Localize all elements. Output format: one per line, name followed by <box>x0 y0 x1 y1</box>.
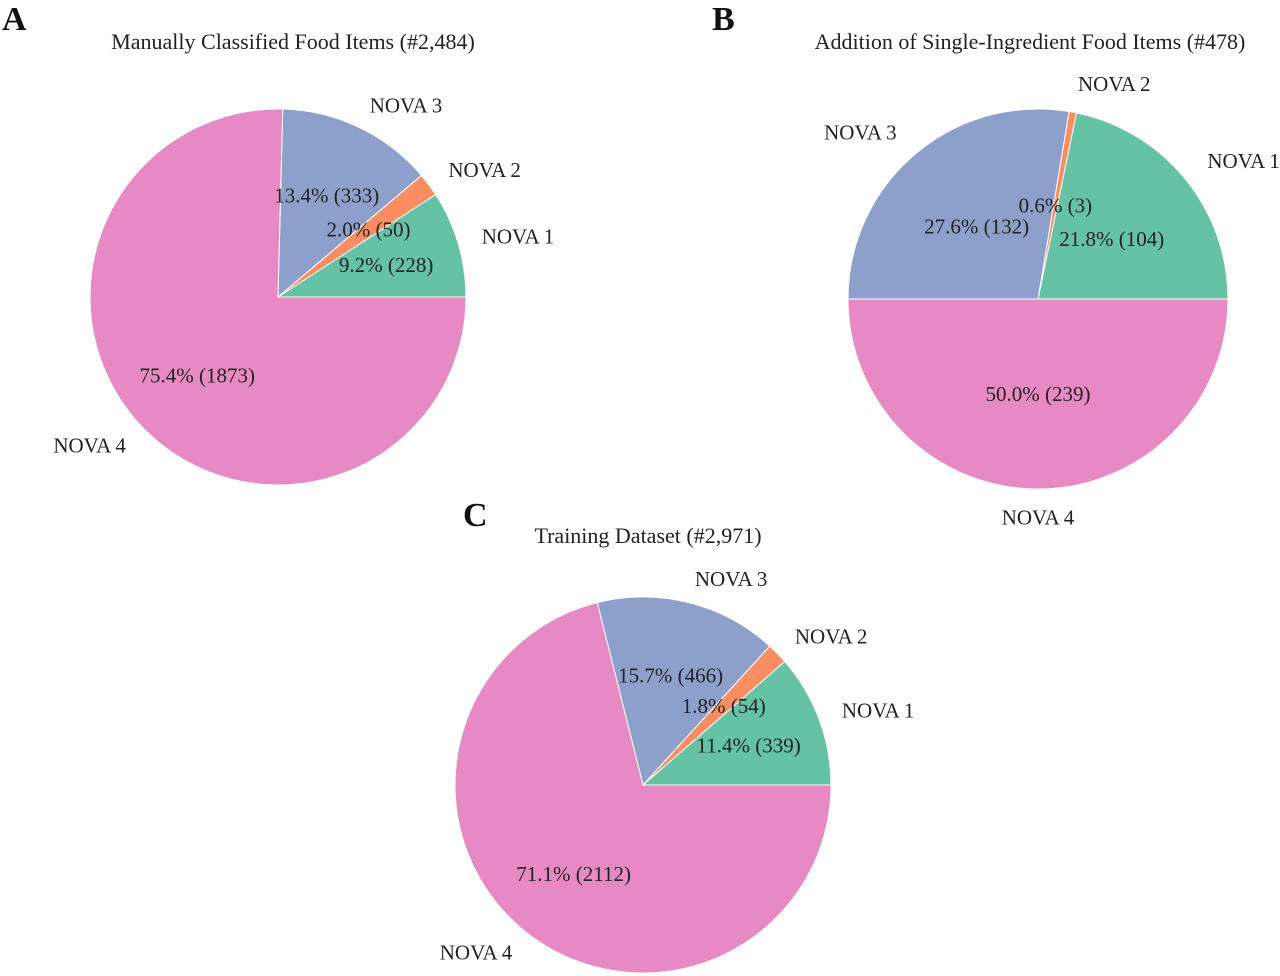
chart-title: Training Dataset (#2,971) <box>534 523 761 548</box>
pie-slice-nova-3 <box>277 108 423 299</box>
slice-category-label: NOVA 3 <box>695 567 768 591</box>
pie-slice-nova-4 <box>89 108 467 486</box>
chart-title: Addition of Single-Ingredient Food Items… <box>815 29 1246 54</box>
slice-category-label: NOVA 2 <box>1078 72 1151 96</box>
slice-category-label: NOVA 4 <box>440 941 513 965</box>
slice-category-label: NOVA 1 <box>842 699 915 723</box>
slice-value-label: 21.8% (104) <box>1059 227 1164 251</box>
slice-category-label: NOVA 1 <box>482 225 555 249</box>
pie-slice-nova-4 <box>847 298 1229 490</box>
slice-category-label: NOVA 2 <box>448 158 521 182</box>
pie-slice-nova-3 <box>847 108 1070 300</box>
pie-slice-nova-3 <box>596 596 771 787</box>
chart-title: Manually Classified Food Items (#2,484) <box>111 29 475 54</box>
panel-letter: A <box>2 1 27 38</box>
slice-value-label: 75.4% (1873) <box>139 364 254 388</box>
slice-value-label: 13.4% (333) <box>274 183 379 207</box>
pie-slice-nova-1 <box>276 193 467 298</box>
slice-value-label: 71.1% (2112) <box>516 862 631 886</box>
slice-value-label: 0.6% (3) <box>1019 194 1092 218</box>
slice-category-label: NOVA 2 <box>795 625 868 649</box>
slice-value-label: 9.2% (228) <box>339 253 433 277</box>
slice-value-label: 1.8% (54) <box>682 694 766 718</box>
slice-category-label: NOVA 4 <box>53 433 126 457</box>
panel-letter: B <box>712 1 735 38</box>
pie-slice-nova-4 <box>454 602 832 974</box>
panel-letter: C <box>463 497 488 534</box>
slice-value-label: 15.7% (466) <box>618 664 723 688</box>
slice-value-label: 2.0% (50) <box>327 218 411 242</box>
slice-value-label: 11.4% (339) <box>696 733 800 757</box>
slice-category-label: NOVA 1 <box>1207 149 1280 173</box>
pie-panel-a: A Manually Classified Food Items (#2,484)… <box>2 1 555 486</box>
slice-value-label: 50.0% (239) <box>986 382 1091 406</box>
pie-slice-nova-1 <box>1037 112 1229 300</box>
slice-value-label: 27.6% (132) <box>924 215 1029 239</box>
slice-category-label: NOVA 3 <box>824 120 897 144</box>
slice-category-label: NOVA 4 <box>1002 506 1075 530</box>
slice-category-label: NOVA 3 <box>370 93 443 117</box>
pie-panel-b: B Addition of Single-Ingredient Food Item… <box>712 1 1280 530</box>
pie-slice-nova-1 <box>641 660 832 786</box>
pie-panel-c: C Training Dataset (#2,971) NOVA 1 11.4% (3… <box>440 497 915 974</box>
